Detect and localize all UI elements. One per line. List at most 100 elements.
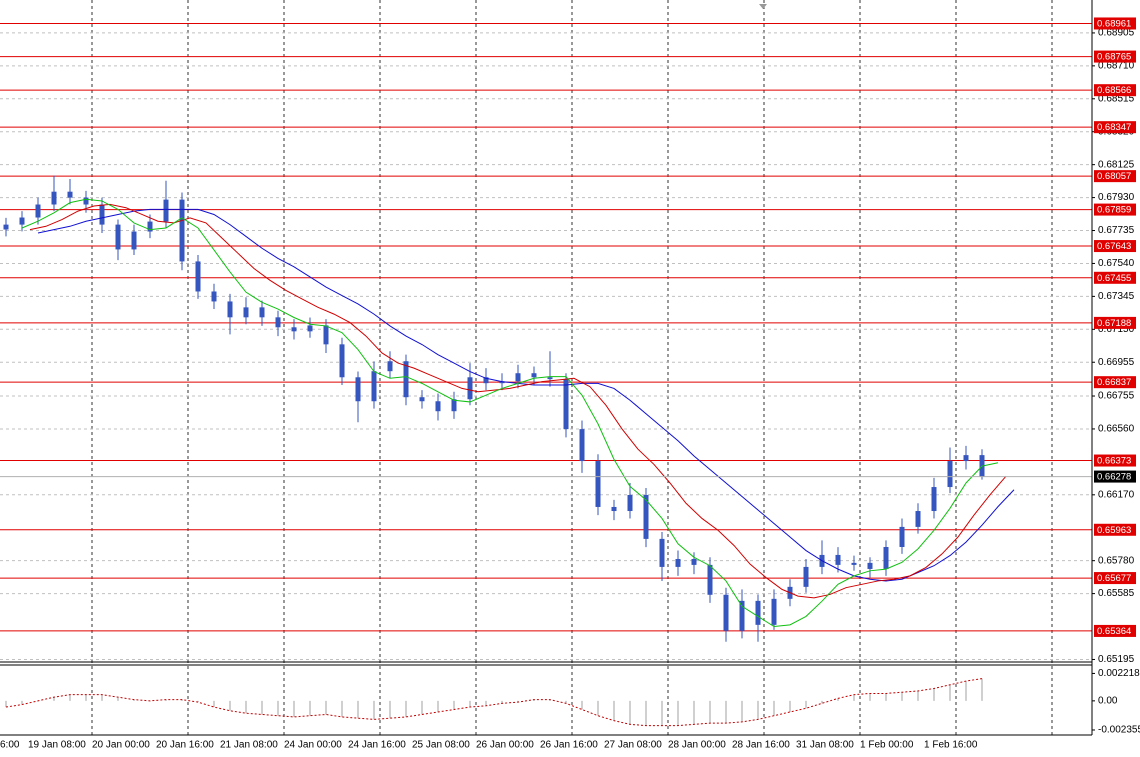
candle-body (83, 197, 89, 205)
y-tick-label: 0.68905 (1098, 28, 1135, 39)
candle-body (131, 231, 137, 250)
level-label: 0.68566 (1097, 85, 1131, 96)
y-tick-label: 0.66560 (1098, 424, 1135, 435)
level-label: 0.65677 (1097, 573, 1131, 584)
candle-body (483, 377, 489, 384)
x-tick-label: 24 Jan 16:00 (348, 740, 406, 751)
x-tick-label: 19 Jan 08:00 (28, 740, 86, 751)
candle-body (739, 600, 745, 631)
level-label-box (1094, 523, 1136, 536)
histogram-bar (837, 698, 839, 701)
y-tick-label: 0.67345 (1098, 291, 1135, 302)
signal-line (5, 678, 983, 727)
histogram-bar (181, 699, 183, 701)
histogram-bar (517, 700, 519, 703)
histogram-bar (949, 684, 951, 701)
level-label: 0.67455 (1097, 273, 1131, 284)
candle-body (835, 554, 841, 565)
histogram-bar (853, 694, 855, 701)
level-label-box (1094, 454, 1136, 467)
histogram-bar (789, 700, 791, 712)
histogram-bar (69, 694, 71, 701)
level-label: 0.68057 (1097, 171, 1131, 182)
x-tick-label: 20 Jan 16:00 (156, 740, 214, 751)
y-tick-label: 0.67540 (1098, 258, 1135, 269)
candle-body (35, 204, 41, 218)
candle-body (323, 325, 329, 345)
candle-body (227, 301, 233, 318)
candle-body (147, 221, 153, 232)
histogram-bar (773, 700, 775, 716)
candle-body (115, 224, 121, 250)
level-label-box (1094, 121, 1136, 134)
candle-body (467, 377, 473, 400)
y-tick-label: 0.68515 (1098, 93, 1135, 104)
candle-body (19, 217, 25, 225)
y-tick-label: 0.65585 (1098, 588, 1135, 599)
candle-body (3, 224, 9, 230)
histogram-bar (117, 697, 119, 701)
histogram-bar (981, 678, 983, 701)
histogram-bar (165, 699, 167, 701)
histogram-bar (677, 700, 679, 726)
histogram-bar (405, 700, 407, 717)
candle-body (643, 494, 649, 539)
candle-body (947, 461, 953, 488)
histogram-bar (341, 700, 343, 717)
histogram-bar (741, 700, 743, 722)
histogram-bar (501, 700, 503, 704)
histogram-bar (581, 700, 583, 710)
y-tick-label: -0.002355 (1098, 725, 1140, 736)
x-tick-label: 26 Jan 16:00 (540, 740, 598, 751)
candle-body (931, 487, 937, 512)
histogram-bar (917, 690, 919, 701)
histogram-bar (933, 688, 935, 701)
candle-body (595, 461, 601, 507)
level-label: 0.68347 (1097, 122, 1131, 133)
x-tick-label: 6:00 (0, 740, 20, 751)
candle-body (963, 455, 969, 462)
y-tick-label: 0.67930 (1098, 192, 1135, 203)
candle-body (675, 558, 681, 567)
candle-body (355, 377, 361, 402)
axis-layer: 0.689050.687100.685150.683200.681250.679… (0, 17, 1140, 751)
candle-body (915, 511, 921, 527)
candle-body (291, 327, 297, 332)
histogram-bar (101, 694, 103, 701)
histogram-bar (821, 700, 823, 704)
histogram-bar (469, 700, 471, 708)
histogram-bar (373, 700, 375, 720)
candle-body (499, 381, 505, 384)
level-label: 0.67643 (1097, 241, 1131, 252)
level-label: 0.68961 (1097, 18, 1131, 29)
plot-layer (0, 22, 1092, 727)
x-tick-label: 26 Jan 00:00 (476, 740, 534, 751)
moving-average-line (29, 203, 1007, 599)
candle-body (691, 558, 697, 565)
histogram-bar (629, 700, 631, 725)
histogram-bar (229, 700, 231, 711)
candle-body (371, 371, 377, 402)
level-label: 0.65364 (1097, 626, 1131, 637)
candle-body (563, 379, 569, 430)
x-tick-label: 20 Jan 00:00 (92, 740, 150, 751)
candle-body (803, 566, 809, 587)
y-tick-label: 0.65780 (1098, 555, 1135, 566)
histogram-bar (277, 700, 279, 716)
candle-body (515, 373, 521, 382)
histogram-bar (293, 700, 295, 717)
candle-body (275, 317, 281, 328)
moving-average-line (21, 198, 999, 628)
histogram-bar (965, 681, 967, 701)
x-tick-label: 31 Jan 08:00 (796, 740, 854, 751)
histogram-bar (261, 700, 263, 715)
candle-body (163, 199, 169, 222)
histogram-bar (133, 699, 135, 701)
histogram-bar (5, 700, 7, 708)
level-label-box (1094, 376, 1136, 389)
x-tick-label: 1 Feb 16:00 (924, 740, 978, 751)
histogram-bar (693, 700, 695, 725)
x-tick-label: 21 Jan 08:00 (220, 740, 278, 751)
histogram-bar (725, 700, 727, 724)
